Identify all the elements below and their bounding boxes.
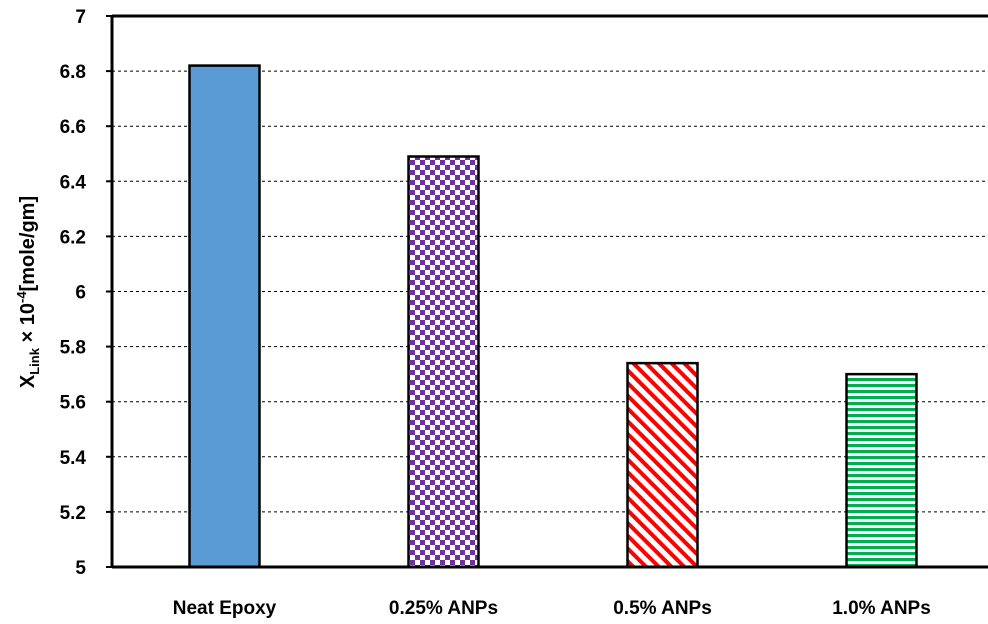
x-category-label: Neat Epoxy [173, 598, 277, 619]
x-category-label: 0.25% ANPs [389, 598, 498, 619]
bar-1-0-anps [845, 372, 918, 569]
y-tick-label: 6.4 [60, 172, 87, 193]
x-category-label: 1.0% ANPs [832, 598, 931, 619]
y-tick-label: 6 [75, 283, 86, 304]
x-category-label: 0.5% ANPs [613, 598, 712, 619]
y-tick-label: 5 [75, 558, 86, 579]
bars [188, 64, 918, 569]
bar-0-5-anps [626, 361, 699, 569]
y-axis-label: XLink × 10-4[mole/gm] [14, 196, 42, 388]
y-tick-label: 5.8 [60, 338, 86, 359]
x-category-labels: Neat Epoxy 0.25% ANPs 0.5% ANPs 1.0% ANPs [173, 598, 931, 619]
y-tick-label: 6.8 [60, 62, 86, 83]
bar-0-25-anps [407, 155, 480, 569]
y-tick-labels: 5 5.2 5.4 5.6 5.8 6 6.2 6.4 6.6 6.8 7 [60, 7, 112, 579]
y-tick-label: 5.4 [60, 448, 87, 469]
y-tick-label: 7 [75, 7, 86, 28]
y-tick-label: 6.6 [60, 117, 86, 138]
y-tick-label: 5.6 [60, 393, 86, 414]
y-tick-label: 6.2 [60, 227, 86, 248]
bar-neat-epoxy [188, 64, 261, 569]
y-tick-label: 5.2 [60, 503, 86, 524]
